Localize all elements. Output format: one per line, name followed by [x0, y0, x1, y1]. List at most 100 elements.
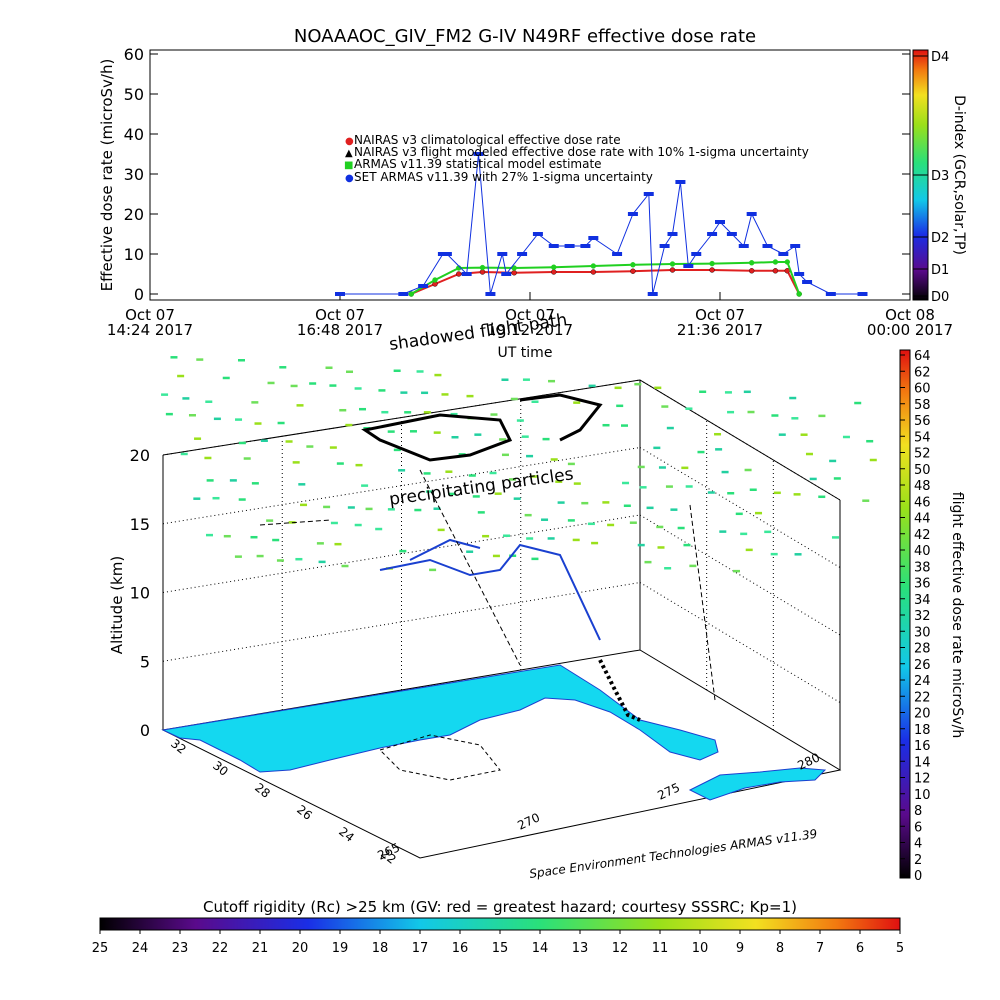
particle-mark [629, 521, 637, 524]
series-point [746, 212, 757, 216]
particle-mark [272, 538, 280, 542]
series-point [441, 252, 452, 256]
particle-mark [770, 552, 778, 556]
particle-mark [254, 422, 262, 425]
particle-mark [778, 433, 786, 436]
dose-tick-label: 60 [914, 382, 931, 397]
z-gridline-side [639, 447, 841, 568]
particle-mark [213, 417, 221, 421]
dindex-ticks: D4 D3 D2 D1 D0 [913, 50, 949, 305]
particle-mark [448, 492, 456, 496]
y-tick-label: 30 [124, 165, 144, 184]
dindex-tick-label: D1 [931, 263, 949, 278]
flight-path-blue [379, 538, 601, 641]
particle-mark [329, 384, 337, 387]
particle-mark [818, 495, 826, 499]
z-gridline-back [162, 582, 641, 662]
particle-mark [361, 484, 369, 487]
series-point [588, 236, 599, 240]
lon-tick-label: 270 [515, 810, 542, 832]
z-tick-label: 5 [140, 652, 150, 671]
particle-mark [699, 390, 707, 394]
particle-mark [591, 541, 599, 545]
cutoff-tick-label: 13 [572, 941, 589, 956]
particle-mark [323, 505, 331, 509]
particle-mark [330, 521, 338, 525]
cutoff-tick-label: 22 [212, 941, 229, 956]
particle-mark [450, 412, 458, 416]
x-tick-label-date: Oct 08 [885, 306, 935, 324]
coastal-flight-track [598, 659, 641, 722]
z-gridline-side [639, 514, 841, 636]
particle-mark [602, 501, 610, 504]
particle-mark [182, 397, 190, 400]
series-point [748, 260, 755, 266]
lat-tick-label: 26 [294, 802, 315, 822]
series-point [675, 180, 686, 184]
top-legend: ● NAIRAS v3 climatological effective dos… [344, 133, 809, 184]
lat-tick-label: 30 [210, 758, 231, 778]
particle-mark [398, 469, 406, 472]
series-point [790, 244, 801, 248]
series-point [564, 244, 575, 248]
particle-mark [616, 404, 624, 408]
particle-mark [644, 560, 652, 564]
series-point [762, 244, 773, 248]
particle-mark [733, 569, 741, 573]
particle-mark [359, 407, 367, 411]
y-tick-label: 0 [134, 285, 144, 304]
particle-mark [445, 470, 453, 473]
particle-mark [831, 536, 839, 539]
particle-mark [466, 394, 474, 398]
series-point [627, 212, 638, 216]
particle-mark [771, 414, 779, 417]
particle-mark [421, 391, 429, 395]
particle-mark [477, 511, 485, 514]
particle-mark [499, 438, 507, 441]
series-point [748, 268, 755, 274]
cutoff-tick-label: 25 [92, 941, 109, 956]
cutoff-tick-label: 11 [652, 941, 669, 956]
dose-colorbar-label: flight effective dose rate microSv/h [949, 492, 965, 738]
particle-mark [572, 538, 580, 542]
particle-mark [355, 463, 363, 467]
legend-symbol-set-armas: ● [345, 173, 354, 184]
particle-mark [637, 465, 645, 469]
particle-mark [347, 506, 355, 509]
particle-mark [193, 497, 201, 500]
particle-mark [393, 369, 401, 373]
particle-mark [833, 477, 841, 480]
dose-tick-label: 12 [914, 772, 931, 787]
x-tick-label-date: Oct 07 [125, 306, 175, 324]
dose-tick-label: 14 [914, 755, 931, 770]
series-point [590, 263, 597, 269]
particle-mark [501, 378, 509, 381]
dose-tick-label: 26 [914, 658, 931, 673]
particle-mark [658, 466, 666, 469]
particle-mark [414, 508, 422, 512]
particle-mark [266, 519, 274, 522]
particle-mark [509, 478, 517, 481]
series-point [738, 244, 749, 248]
particle-mark [510, 397, 518, 401]
particle-mark [251, 482, 259, 485]
particle-mark [196, 358, 204, 361]
series-point [802, 280, 813, 284]
particle-mark [300, 503, 308, 507]
dose-tick-label: 34 [914, 593, 931, 608]
dose-tick-label: 28 [914, 642, 931, 657]
legend-text-nairas-clim: NAIRAS v3 climatological effective dose … [354, 133, 621, 147]
z-gridline-back [162, 514, 641, 593]
cutoff-tick-label: 8 [776, 941, 784, 956]
particle-mark [531, 400, 539, 403]
series-point [709, 260, 715, 267]
particle-mark [665, 485, 673, 488]
z-axis-label: Altitude (km) [108, 556, 126, 654]
particle-mark [637, 543, 645, 547]
series-point [497, 252, 508, 256]
particle-mark [681, 466, 689, 470]
particle-mark [375, 527, 383, 531]
z-tick-label: 0 [140, 721, 150, 740]
particle-mark [581, 501, 589, 505]
cutoff-tick-label: 14 [532, 941, 549, 956]
